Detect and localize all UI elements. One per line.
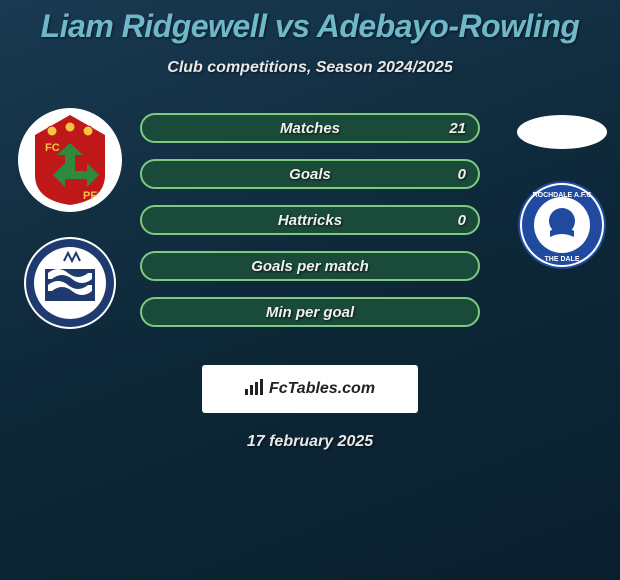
bar-value: 0 [458,212,466,229]
comparison-content: FC PF Matches 21 Goals 0 [0,105,620,355]
bar-label: Min per goal [142,304,478,321]
stat-bars: Matches 21 Goals 0 Hattricks 0 Goals per… [140,113,480,327]
fcpf-badge: FC PF [15,105,125,215]
page-title: Liam Ridgewell vs Adebayo-Rowling [0,0,620,45]
right-badges-column: ROCHDALE A.F.C THE DALE [512,115,612,271]
southend-badge [22,235,118,331]
svg-text:PF: PF [83,190,97,202]
bar-goals: Goals 0 [140,159,480,189]
bar-label: Goals per match [142,258,478,275]
footer-date: 17 february 2025 [0,433,620,451]
bar-label: Hattricks [142,212,478,229]
bar-value: 0 [458,166,466,183]
page-subtitle: Club competitions, Season 2024/2025 [0,59,620,77]
bar-goals-per-match: Goals per match [140,251,480,281]
svg-text:THE DALE: THE DALE [545,256,580,263]
svg-text:FC: FC [45,142,60,154]
bar-label: Matches [142,120,478,137]
left-badges-column: FC PF [10,105,130,331]
svg-text:ROCHDALE A.F.C: ROCHDALE A.F.C [533,192,592,199]
bar-label: Goals [142,166,478,183]
bar-min-per-goal: Min per goal [140,297,480,327]
rochdale-badge: ROCHDALE A.F.C THE DALE [516,179,608,271]
bar-value: 21 [449,120,466,137]
bar-hattricks: Hattricks 0 [140,205,480,235]
blank-ellipse-badge [517,115,607,149]
bar-matches: Matches 21 [140,113,480,143]
watermark: FcTables.com [202,365,418,413]
watermark-text: FcTables.com [269,380,375,398]
chart-bars-icon [245,379,265,400]
